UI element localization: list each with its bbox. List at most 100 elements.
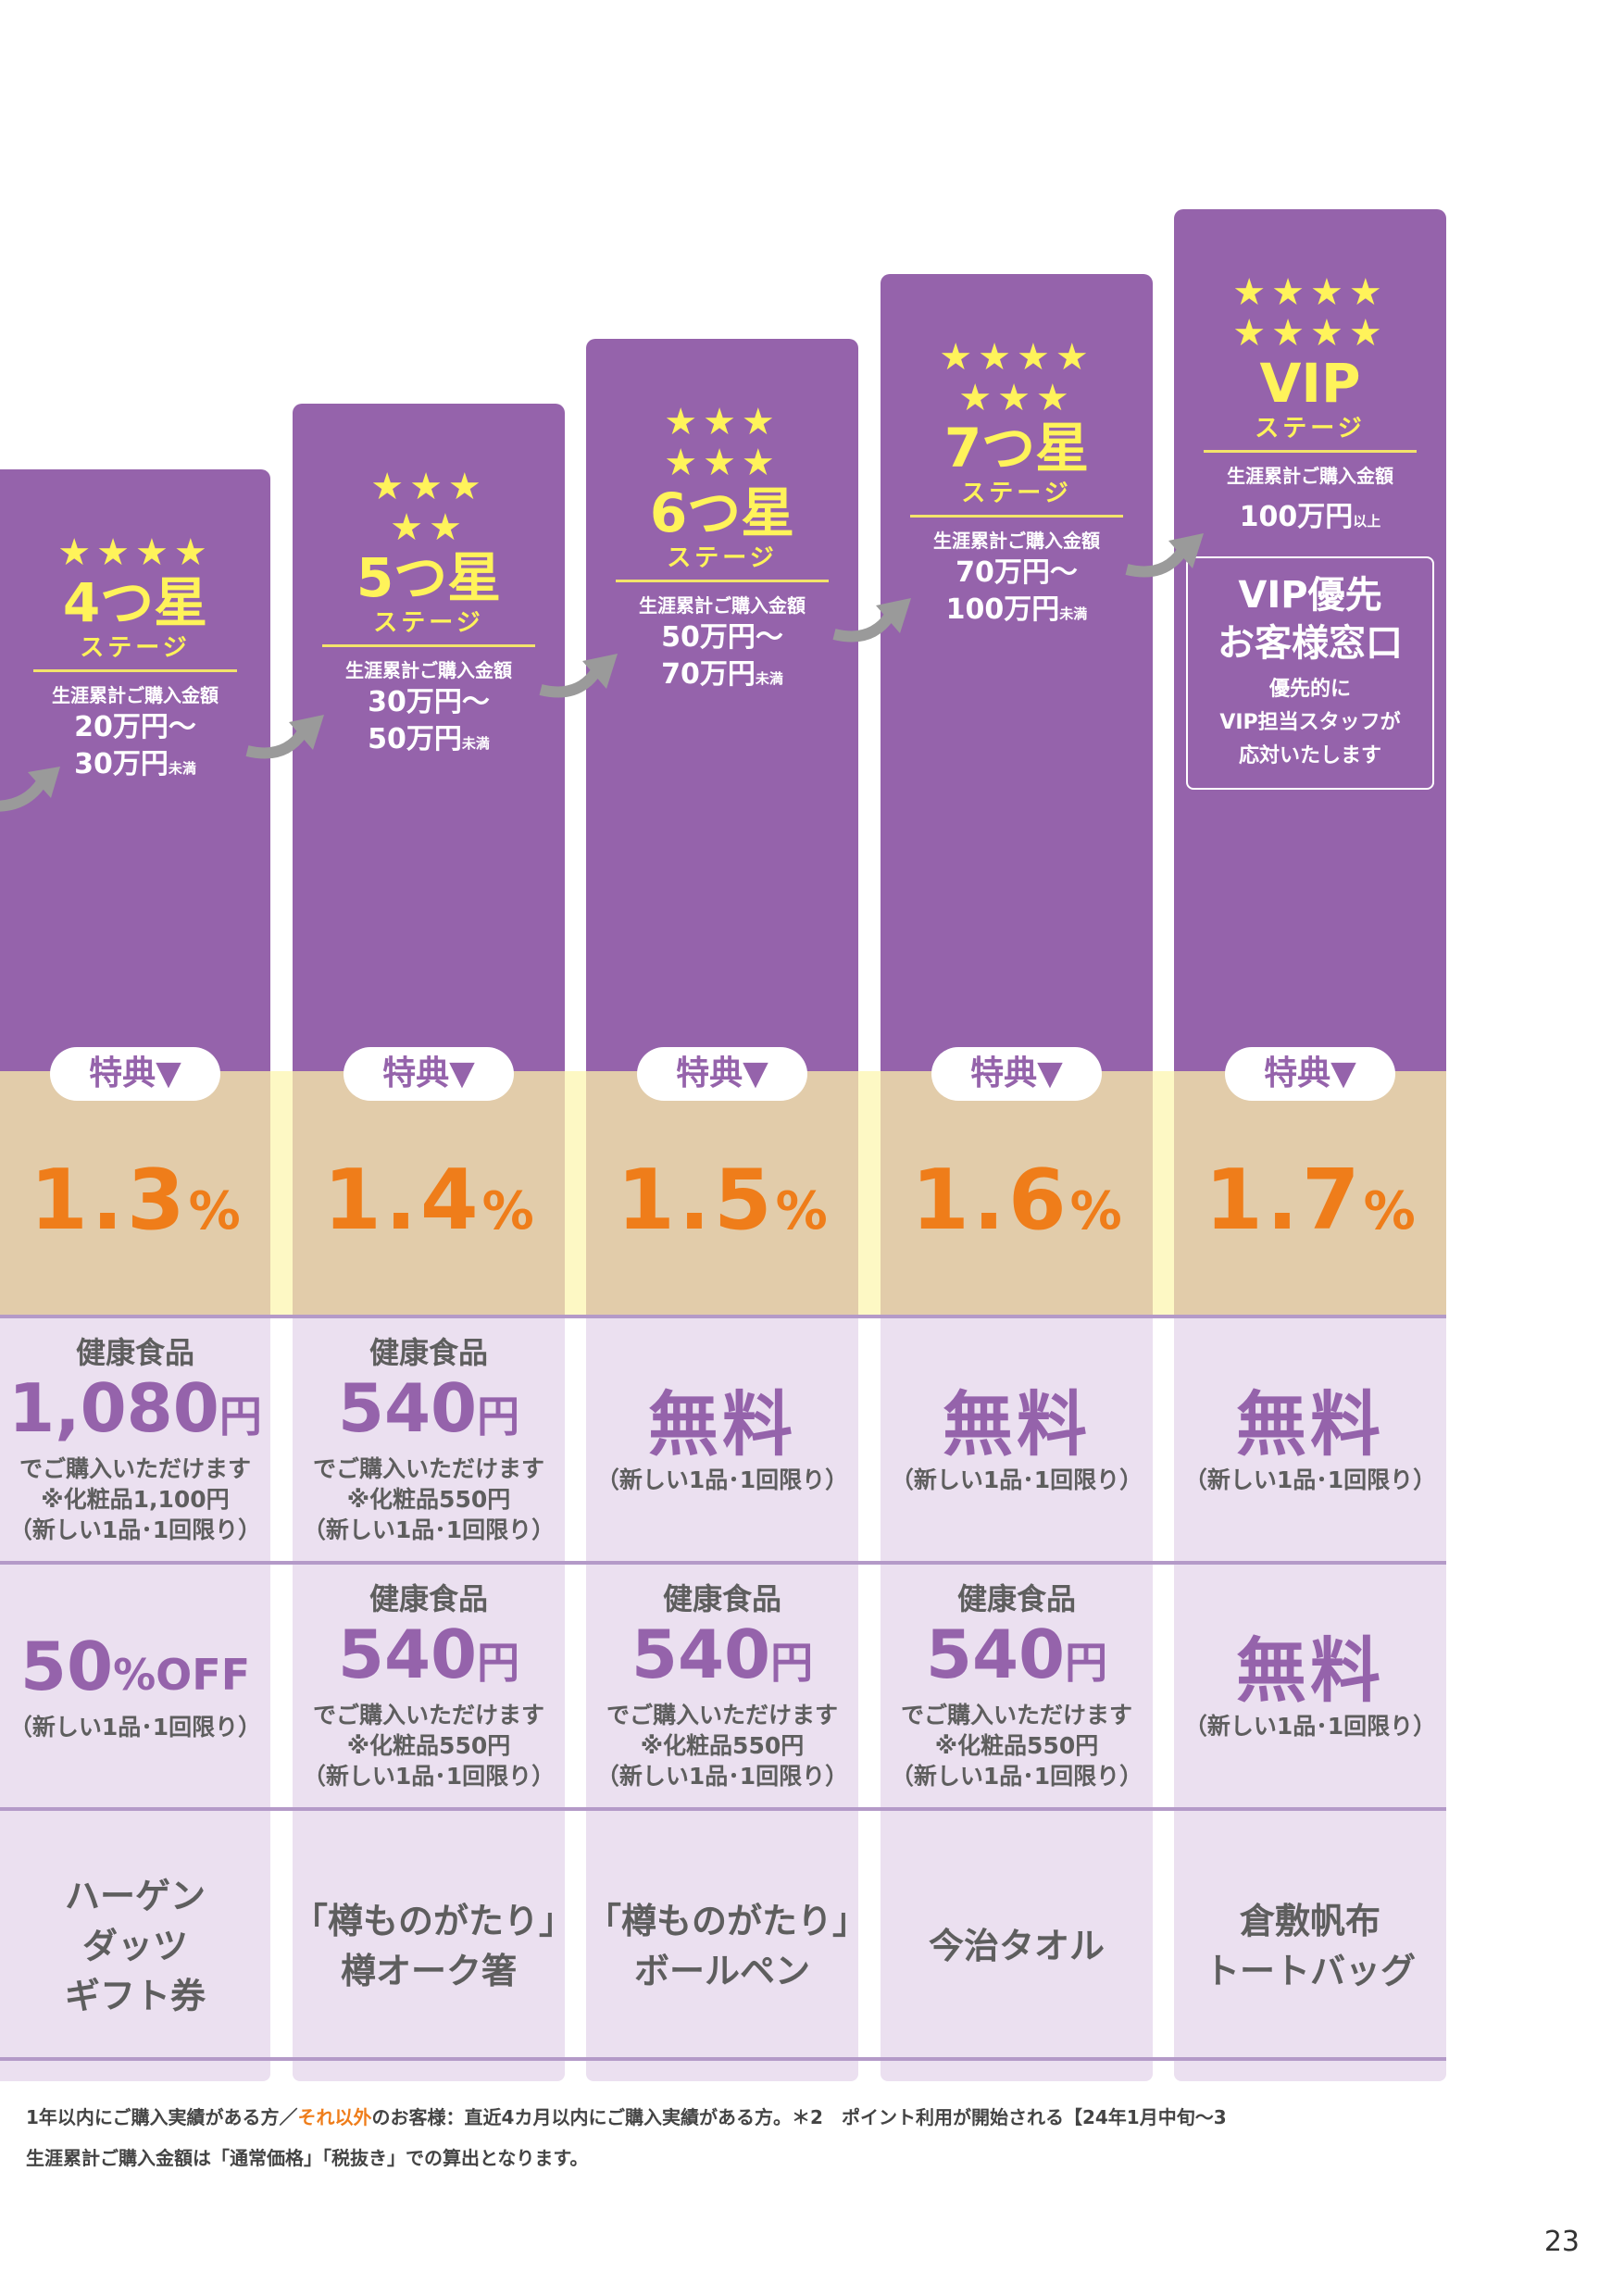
divider-line xyxy=(910,515,1123,518)
stage-name: 7つ星 xyxy=(943,417,1090,480)
stage-header: ★★★★ ★★★ 7つ星 ステージ 生涯累計ご購入金額 70万円〜 100万円未… xyxy=(881,274,1153,1071)
stage-header: ★★★★ 4つ星 ステージ 生涯累計ご購入金額 20万円〜 30万円未満 xyxy=(0,469,270,1071)
price-value: 1,080円 xyxy=(8,1369,262,1447)
perk-badge: 特典▼ xyxy=(1225,1047,1395,1101)
stage-header: ★★★ ★★ 5つ星 ステージ 生涯累計ご購入金額 30万円〜 50万円未満 xyxy=(293,404,565,1071)
stage-column-5star: ★★★ ★★ 5つ星 ステージ 生涯累計ご購入金額 30万円〜 50万円未満 1… xyxy=(293,0,574,2092)
amount-range-to: 100万円未満 xyxy=(945,593,1088,626)
perk-badge: 特典▼ xyxy=(637,1047,807,1101)
price-value: 540円 xyxy=(337,1369,520,1447)
stage-name: 6つ星 xyxy=(649,481,795,544)
point-rate: 1.7 xyxy=(1205,1152,1364,1249)
stage-sub: ステージ xyxy=(667,544,778,572)
gift-cell: 今治タオル xyxy=(881,1811,1153,2081)
page-number: 23 xyxy=(1543,2226,1580,2258)
point-rate: 1.5 xyxy=(617,1152,776,1249)
divider-line xyxy=(322,644,535,647)
perk-badge: 特典▼ xyxy=(50,1047,220,1101)
rate-band: 1.6% xyxy=(881,1071,1153,1315)
point-rate: 1.6 xyxy=(911,1152,1070,1249)
gift-cell: 倉敷帆布 トートバッグ xyxy=(1174,1811,1446,2081)
step-arrow-icon xyxy=(0,767,60,812)
gift-cell: ハーゲン ダッツ ギフト券 xyxy=(0,1811,270,2081)
point-rate: 1.3 xyxy=(30,1152,189,1249)
perk-badge: 特典▼ xyxy=(344,1047,514,1101)
perk-row-2-cell: 健康食品 540円 でご購入いただけます ※化粧品550円 （新しい1品･1回限… xyxy=(293,1565,565,1807)
perk-row-1-cell: 健康食品 540円 でご購入いただけます ※化粧品550円 （新しい1品･1回限… xyxy=(293,1318,565,1561)
stage-sub: ステージ xyxy=(961,480,1072,507)
perk-badge: 特典▼ xyxy=(931,1047,1102,1101)
rate-band: 1.3% xyxy=(0,1071,270,1315)
point-rate: 1.4 xyxy=(323,1152,482,1249)
step-arrow-icon xyxy=(539,654,618,698)
discount-value: 50%OFF xyxy=(19,1628,251,1705)
stage-column-4star: ★★★★ 4つ星 ステージ 生涯累計ご購入金額 20万円〜 30万円未満 1.3… xyxy=(0,0,270,2092)
gift-cell: 「樽ものがたり」 樽オーク箸 xyxy=(293,1811,574,2081)
amount-range-from: 30万円〜 xyxy=(368,686,490,718)
divider-line xyxy=(616,580,829,582)
free-label: 無料 xyxy=(943,1382,1091,1466)
stage-header: ★★★ ★★★ 6つ星 ステージ 生涯累計ご購入金額 50万円〜 70万円未満 xyxy=(586,339,858,1071)
stage-sub: ステージ xyxy=(1255,415,1366,443)
stage-column-vip: ★★★★ ★★★★ VIP ステージ 生涯累計ご購入金額 100万円以上 VIP… xyxy=(1174,0,1446,2092)
stars-icon: ★★★★ xyxy=(1232,271,1388,314)
gap-highlight xyxy=(270,1071,293,1315)
perk-row-1-cell: 無料 （新しい1品･1回限り） xyxy=(1174,1318,1446,1561)
perk-row-2-cell: 健康食品 540円 でご購入いただけます ※化粧品550円 （新しい1品･1回限… xyxy=(881,1565,1153,1807)
price-value: 540円 xyxy=(631,1616,814,1693)
perk-row-2-cell: 健康食品 540円 でご購入いただけます ※化粧品550円 （新しい1品･1回限… xyxy=(586,1565,858,1807)
stars-icon: ★★★ xyxy=(370,466,487,508)
row-divider xyxy=(0,1561,1446,1565)
step-arrow-icon xyxy=(832,598,911,643)
price-value: 540円 xyxy=(925,1616,1108,1693)
divider-line xyxy=(1204,450,1417,453)
amount-range-from: 70万円〜 xyxy=(956,556,1078,589)
stage-sub: ステージ xyxy=(373,609,484,637)
amount-range-from: 50万円〜 xyxy=(661,621,783,654)
perk-row-1-cell: 健康食品 1,080円 でご購入いただけます ※化粧品1,100円 （新しい1品… xyxy=(0,1318,270,1561)
free-label: 無料 xyxy=(1236,1628,1384,1712)
gap-highlight xyxy=(858,1071,881,1315)
stars-icon: ★★★★ xyxy=(1232,312,1388,355)
perk-row-1-cell: 無料 （新しい1品･1回限り） xyxy=(586,1318,858,1561)
amount-range-from: 100万円以上 xyxy=(1239,501,1381,533)
step-arrow-icon xyxy=(1125,533,1204,578)
stars-icon: ★★★★ xyxy=(939,336,1094,379)
cumulative-label: 生涯累計ご購入金額 xyxy=(52,684,219,706)
stage-name: 5つ星 xyxy=(356,546,502,609)
stage-column-7star: ★★★★ ★★★ 7つ星 ステージ 生涯累計ご購入金額 70万円〜 100万円未… xyxy=(881,0,1153,2092)
cumulative-label: 生涯累計ご購入金額 xyxy=(345,659,512,681)
gap-highlight xyxy=(565,1071,586,1315)
stage-name: 4つ星 xyxy=(62,571,208,634)
gap-highlight xyxy=(1153,1071,1174,1315)
gift-cell: 「樽ものがたり」 ボールペン xyxy=(586,1811,868,2081)
cumulative-label: 生涯累計ご購入金額 xyxy=(1227,465,1393,487)
price-value: 540円 xyxy=(337,1616,520,1693)
amount-range-to: 50万円未満 xyxy=(368,723,490,755)
cumulative-label: 生涯累計ご購入金額 xyxy=(933,530,1100,552)
perk-row-2-cell: 50%OFF （新しい1品･1回限り） xyxy=(0,1565,270,1807)
stage-sub: ステージ xyxy=(80,634,191,662)
step-arrow-icon xyxy=(245,715,324,759)
vip-window-box: VIP優先 お客様窓口 優先的に VIP担当スタッフが 応対いたします xyxy=(1186,556,1434,790)
stars-icon: ★★★★ xyxy=(57,531,213,574)
rate-band: 1.4% xyxy=(293,1071,565,1315)
footnote-line-2: 生涯累計ご購入金額は「通常価格」「税抜き」での算出となります。 xyxy=(26,2147,589,2169)
cumulative-label: 生涯累計ご購入金額 xyxy=(639,594,806,617)
stars-icon: ★★ xyxy=(390,506,468,549)
stage-column-6star: ★★★ ★★★ 6つ星 ステージ 生涯累計ご購入金額 50万円〜 70万円未満 … xyxy=(586,0,868,2092)
row-divider xyxy=(0,1315,1446,1318)
perk-row-1-cell: 無料 （新しい1品･1回限り） xyxy=(881,1318,1153,1561)
footnote-line-1: 1年以内にご購入実績がある方／それ以外のお客様：直近4カ月以内にご購入実績がある… xyxy=(26,2106,1227,2128)
row-divider xyxy=(0,1807,1446,1811)
stars-icon: ★★★ xyxy=(664,401,781,443)
amount-range-to: 70万円未満 xyxy=(661,658,783,691)
stage-header: ★★★★ ★★★★ VIP ステージ 生涯累計ご購入金額 100万円以上 VIP… xyxy=(1174,209,1446,1071)
free-label: 無料 xyxy=(648,1382,796,1466)
rate-band: 1.5% xyxy=(586,1071,858,1315)
stars-icon: ★★★ xyxy=(664,442,781,484)
rate-band: 1.7% xyxy=(1174,1071,1446,1315)
amount-range-to: 30万円未満 xyxy=(74,748,196,780)
perk-row-2-cell: 無料 （新しい1品･1回限り） xyxy=(1174,1565,1446,1807)
amount-range-from: 20万円〜 xyxy=(74,711,196,743)
